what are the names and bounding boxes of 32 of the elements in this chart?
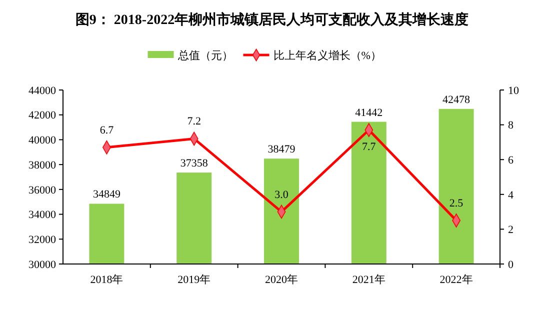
- y2-tick-label: 0: [508, 258, 514, 271]
- y2-tick-label: 2: [508, 224, 514, 236]
- x-tick-label: 2020年: [265, 274, 298, 286]
- data-label: 2.5: [449, 198, 464, 210]
- x-tick-label: 2018年: [90, 274, 124, 286]
- data-label: 34849: [92, 188, 121, 201]
- y-tick-label: 44000: [28, 84, 56, 97]
- y-tick-label: 40000: [28, 134, 56, 147]
- y2-tick-label: 8: [508, 120, 514, 132]
- data-label: 37358: [180, 158, 208, 170]
- y-tick-label: 38000: [28, 159, 56, 172]
- y2-tick-label: 10: [508, 84, 520, 97]
- x-tick-label: 2022年: [440, 274, 473, 286]
- y-tick-label: 34000: [28, 209, 56, 222]
- data-label: 3.0: [274, 188, 289, 201]
- legend-label: 总值（元）: [176, 48, 233, 62]
- data-label: 42478: [442, 94, 471, 106]
- data-label: 38479: [268, 144, 296, 156]
- x-tick-label: 2019年: [178, 274, 211, 286]
- chart-title: 图9： 2018-2022年柳州市城镇居民人均可支配收入及其增长速度: [75, 11, 469, 28]
- y2-tick-label: 6: [508, 154, 514, 166]
- y-tick-label: 36000: [28, 184, 56, 196]
- data-label: 6.7: [100, 124, 114, 136]
- y-tick-label: 42000: [28, 110, 56, 122]
- x-tick-label: 2021年: [352, 274, 386, 286]
- data-label: 41442: [355, 106, 383, 119]
- y-tick-label: 30000: [28, 258, 56, 271]
- data-label: 7.7: [362, 141, 376, 154]
- y2-tick-label: 4: [508, 189, 514, 202]
- y-tick-label: 32000: [28, 234, 56, 246]
- legend-label: 比上年名义增长（%）: [273, 48, 382, 62]
- data-label: 7.2: [187, 116, 201, 128]
